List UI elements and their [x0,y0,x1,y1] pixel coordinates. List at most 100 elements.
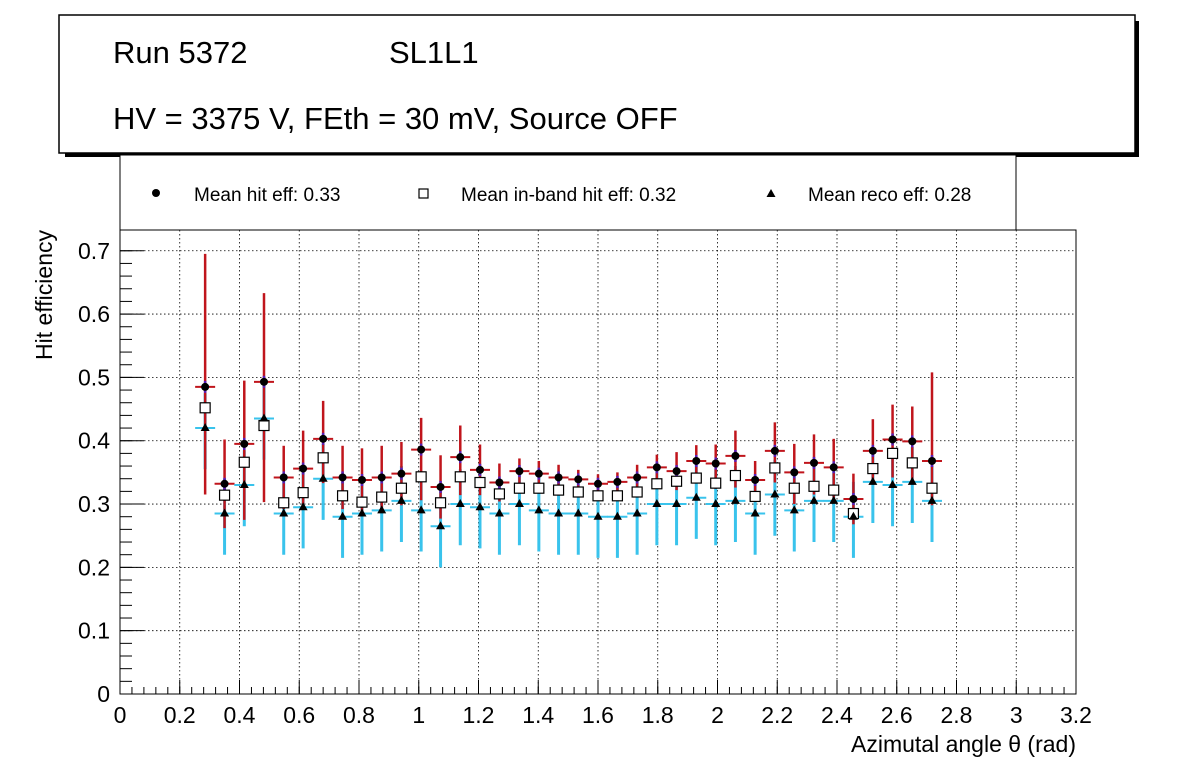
inband-square-marker [552,484,565,496]
x-tick-label: 1 [412,702,425,728]
reco-triangle-marker [239,480,249,489]
hit-circle-marker [279,473,288,482]
hit-circle-marker [338,473,347,482]
hit-circle-marker [928,456,937,465]
reco-triangle-marker [554,508,564,517]
reco-triangle-marker [318,473,328,482]
hit-circle-marker [908,437,917,446]
x-tick-label: 1.2 [463,702,495,728]
inband-square-marker [415,471,427,483]
inband-square-marker [238,456,250,468]
hit-circle-marker [240,439,249,448]
hit-circle-marker [809,458,818,467]
inband-square-marker [454,471,466,483]
x-tick-label: 2.2 [761,702,793,728]
reco-triangle-marker [534,505,544,514]
conditions-label: HV = 3375 V, FEth = 30 mV, Source OFF [113,101,678,136]
hit-circle-marker [377,473,386,482]
reco-triangle-marker [829,495,839,504]
hit-circle-marker [633,473,642,482]
hit-circle-marker [475,465,484,474]
hit-circle-marker [692,456,701,465]
hit-circle-marker [751,475,760,484]
y-tick-label: 0.6 [78,301,110,327]
hit-circle-marker [672,467,681,476]
reco-triangle-marker [750,508,760,517]
reco-triangle-marker [770,489,780,498]
reco-triangle-marker [632,508,642,517]
legend: Mean hit eff: 0.33 Mean in-band hit eff:… [119,154,1017,231]
reco-triangle-marker [573,508,583,517]
reco-triangle-marker [279,508,289,517]
reco-triangle-marker [416,505,426,514]
legend-hit-label: Mean hit eff: 0.33 [194,185,340,206]
inband-square-marker [434,497,447,509]
legend-reco-label: Mean reco eff: 0.28 [808,185,971,206]
x-tick-label: 0.6 [283,702,315,728]
reco-triangle-marker [436,521,446,530]
reco-triangle-marker [494,508,504,517]
x-tick-label: 1.8 [642,702,674,728]
y-tick-label: 0.1 [78,618,110,644]
reco-triangle-marker [298,502,308,511]
reco-triangle-marker [612,511,622,520]
x-tick-label: 0.8 [343,702,375,728]
reco-triangle-marker [593,511,603,520]
y-tick-label: 0.5 [78,364,110,390]
inband-square-marker [788,482,800,494]
inband-square-marker [258,419,270,432]
inband-square-marker [867,462,879,475]
y-tick-label: 0.4 [78,428,110,454]
inband-square-marker [474,476,486,489]
legend-square-marker [418,188,429,199]
y-tick-label: 0.3 [78,491,110,517]
reco-triangle-marker [455,499,465,508]
x-tick-label: 3 [1010,702,1023,728]
hit-circle-marker [436,482,445,491]
inband-square-marker [513,482,526,494]
reco-triangle-marker [396,495,406,504]
hit-circle-marker [574,475,583,484]
reco-triangle-marker [652,499,662,508]
y-tick-label: 0.2 [78,554,110,580]
hit-circle-marker [357,475,366,484]
inband-square-marker [906,457,918,469]
hit-circle-marker [868,446,877,455]
hit-circle-marker [201,382,210,391]
x-tick-label: 2 [711,702,724,728]
inband-square-marker [710,477,722,489]
hit-circle-marker [829,463,838,472]
x-tick-label: 0.4 [224,702,256,728]
x-tick-label: 2.6 [881,702,913,728]
reco-triangle-marker [259,413,269,422]
y-axis-label: Hit efficiency [31,230,57,360]
inband-square-marker [395,482,408,494]
hit-circle-marker [515,467,524,476]
hit-circle-marker [220,479,229,488]
inband-square-marker [886,447,899,459]
legend-inband-label: Mean in-band hit eff: 0.32 [461,185,676,206]
inband-square-marker [533,482,545,494]
x-tick-label: 0 [114,702,127,728]
x-axis-label: Azimutal angle θ (rad) [851,731,1076,757]
inband-square-marker [611,490,624,502]
x-tick-label: 2.8 [941,702,973,728]
inband-square-marker [218,489,231,501]
inband-square-marker [828,484,840,496]
inband-square-marker [670,475,683,487]
inband-square-marker [317,452,329,464]
inband-square-marker [336,490,349,502]
inband-square-marker [651,478,663,490]
x-tick-label: 1.4 [522,702,554,728]
inband-square-marker [749,490,761,503]
data-points [195,253,943,568]
reco-triangle-marker [848,511,858,520]
inband-square-marker [926,482,938,494]
x-tick-label: 2.4 [821,702,853,728]
inband-square-marker [297,487,309,499]
reco-triangle-marker [888,480,898,489]
hit-circle-marker [299,464,308,473]
reco-triangle-marker [809,495,819,504]
hit-circle-marker [613,477,622,486]
